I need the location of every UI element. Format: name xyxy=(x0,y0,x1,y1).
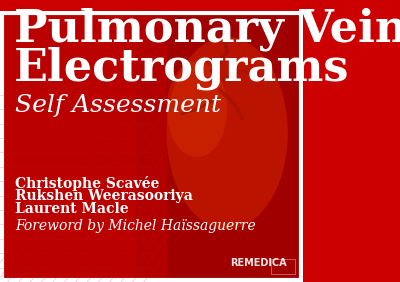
Text: Christophe Scavée: Christophe Scavée xyxy=(15,176,160,191)
Text: Foreword by Michel Haïssaguerre: Foreword by Michel Haïssaguerre xyxy=(15,219,256,233)
Ellipse shape xyxy=(167,37,288,229)
Text: Self Assessment: Self Assessment xyxy=(15,94,221,117)
Text: Laurent Macle: Laurent Macle xyxy=(15,202,129,216)
Text: Electrograms: Electrograms xyxy=(14,47,349,90)
Bar xyxy=(0,11,167,282)
Ellipse shape xyxy=(167,61,227,157)
Bar xyxy=(271,259,295,274)
Text: REMEDICA: REMEDICA xyxy=(230,257,286,268)
Text: Pulmonary Vein: Pulmonary Vein xyxy=(14,8,400,52)
Text: Rukshen Weerasooriya: Rukshen Weerasooriya xyxy=(15,189,193,203)
Bar xyxy=(136,11,303,282)
